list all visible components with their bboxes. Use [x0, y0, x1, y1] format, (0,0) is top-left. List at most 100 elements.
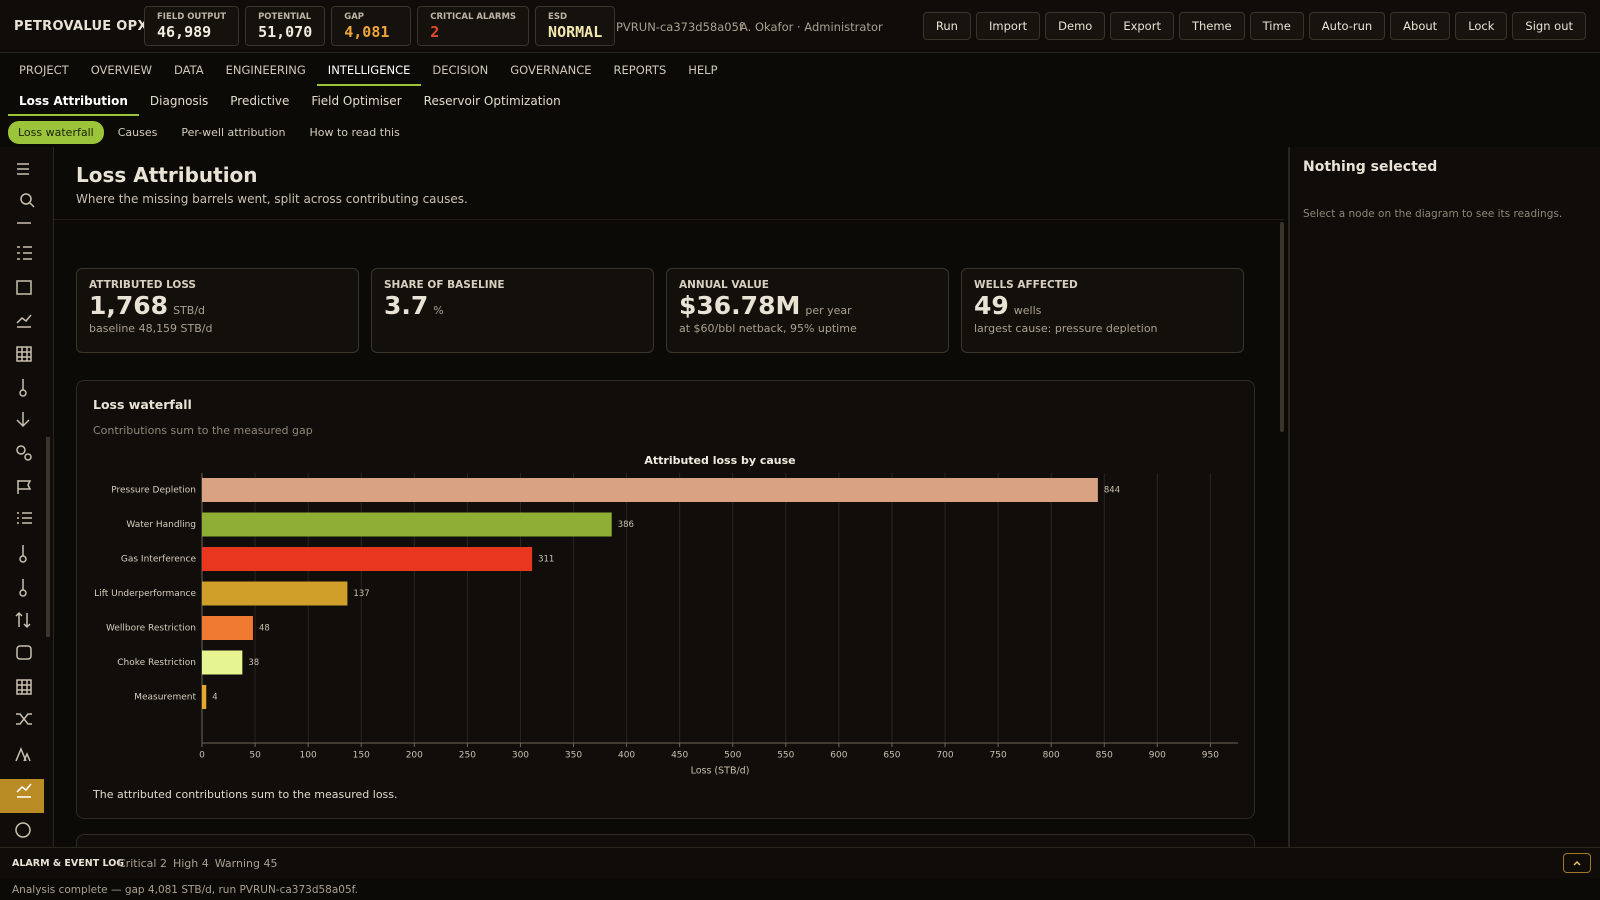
toolbar: Run Import Demo Export Theme Time Auto-run Abou… [922, 12, 1586, 40]
value-label: 386 [618, 520, 634, 530]
x-tick-label: 350 [565, 751, 582, 761]
sub-tab[interactable]: Field Optimiser [311, 94, 402, 108]
toolbar-button[interactable]: Theme [1178, 12, 1245, 40]
bar [202, 650, 243, 675]
card-unit: per year [805, 304, 852, 317]
user: A. Okafor · Administrator [740, 20, 883, 34]
sub-tab[interactable]: Reservoir Optimization [423, 94, 561, 108]
toolbar-button[interactable]: Run [922, 12, 971, 40]
log-count[interactable]: High 4 [172, 857, 209, 870]
kpi-box: GAP 4,081 [331, 6, 412, 46]
y-tick-label: Wellbore Restriction [106, 624, 196, 634]
x-tick-label: 700 [936, 751, 953, 761]
icon[interactable] [16, 280, 32, 295]
x-tick-label: 100 [300, 751, 317, 761]
icon[interactable] [17, 680, 31, 694]
icon[interactable] [17, 347, 31, 361]
run-id: PVRUN-ca373d58a05f [616, 20, 743, 34]
icon[interactable] [16, 713, 32, 725]
nav-tab[interactable]: ENGINEERING [225, 63, 306, 77]
x-tick-label: 450 [671, 751, 688, 761]
icon[interactable] [15, 747, 31, 762]
toolbar-button[interactable]: Sign out [1512, 12, 1586, 40]
view-pill[interactable]: Loss waterfall [8, 121, 104, 144]
toolbar-button[interactable]: Export [1110, 12, 1174, 40]
icon[interactable] [16, 679, 32, 695]
toolbar-button[interactable]: Import [975, 12, 1041, 40]
divider [54, 219, 1284, 220]
log-count[interactable]: Critical 2 [118, 857, 167, 870]
kpi-label: ESD [548, 12, 568, 22]
kpi-box: FIELD OUTPUT 46,989 [144, 6, 240, 46]
active-icon-bg [0, 779, 44, 813]
icon[interactable] [24, 453, 32, 461]
log-count[interactable]: Warning 45 [214, 857, 278, 870]
kpi-strip: FIELD OUTPUT 46,989 POTENTIAL 51,070 GAP 4,08… [144, 6, 616, 46]
kpi-label: POTENTIAL [258, 12, 312, 22]
sidebar-icons [0, 163, 50, 838]
icon[interactable] [19, 589, 27, 597]
icon[interactable] [17, 246, 32, 260]
icon[interactable] [16, 412, 30, 428]
view-pill[interactable]: Causes [117, 126, 158, 139]
summary-cards: ATTRIBUTED LOSS 1,768 STB/d baseline 48,159… [76, 268, 1244, 353]
x-tick-label: 400 [618, 751, 635, 761]
card-value: 49 [974, 291, 1009, 320]
sub-tab[interactable]: Loss Attribution [8, 88, 139, 116]
y-tick-label: Water Handling [126, 520, 196, 530]
toolbar-button[interactable]: Demo [1045, 12, 1106, 40]
expand-log[interactable] [1563, 853, 1591, 873]
toolbar-button[interactable]: Time [1249, 12, 1304, 40]
nav-tab[interactable]: GOVERNANCE [510, 63, 592, 77]
icon[interactable] [16, 783, 32, 798]
icon[interactable] [20, 193, 32, 205]
y-tick-label: Choke Restriction [117, 658, 196, 668]
panel-subtitle: Contributions sum to the measured gap [93, 424, 313, 437]
sub-tab[interactable]: Diagnosis [149, 94, 209, 108]
x-tick-label: 750 [990, 751, 1007, 761]
icon[interactable] [17, 480, 32, 494]
value-label: 137 [353, 589, 369, 599]
x-tick-label: 250 [459, 751, 476, 761]
icon[interactable] [29, 202, 35, 208]
icon[interactable] [16, 445, 26, 455]
kpi-box: POTENTIAL 51,070 [245, 6, 326, 46]
page-title: Loss Attribution [76, 163, 258, 187]
nav-tab[interactable]: OVERVIEW [90, 63, 152, 77]
bar [202, 616, 253, 640]
icon[interactable] [19, 389, 27, 397]
icon[interactable] [16, 314, 32, 328]
toolbar-button[interactable]: Lock [1455, 12, 1508, 40]
summary-card: ATTRIBUTED LOSS 1,768 STB/d baseline 48,159… [76, 268, 359, 353]
nav-tab[interactable]: DATA [173, 63, 204, 77]
toolbar-button[interactable]: About [1390, 12, 1451, 40]
nav-tab[interactable]: DECISION [432, 63, 489, 77]
nav-tab[interactable]: PROJECT [19, 63, 69, 77]
nav-tab[interactable]: REPORTS [613, 63, 667, 77]
icon[interactable] [15, 822, 31, 838]
kpi-value: 51,070 [258, 23, 313, 41]
icon[interactable] [17, 512, 32, 524]
card-value-row: $36.78M per year [679, 291, 936, 320]
inspector-title: Nothing selected [1303, 159, 1438, 175]
nav-tab[interactable]: INTELLIGENCE [316, 53, 422, 86]
icon[interactable] [17, 163, 29, 175]
toolbar-button[interactable]: Auto-run [1308, 12, 1386, 40]
icon[interactable] [16, 645, 32, 660]
icon[interactable] [19, 555, 27, 563]
sub-tab[interactable]: Predictive [230, 94, 290, 108]
view-pill[interactable]: Per-well attribution [181, 126, 286, 139]
kpi-label: GAP [344, 12, 365, 22]
view-pill[interactable]: How to read this [309, 126, 400, 139]
icon[interactable] [15, 611, 31, 629]
chart-title: Attributed loss by cause [644, 454, 795, 467]
value-label: 311 [538, 555, 554, 565]
view-pills: Loss waterfall Causes Per-well attribution… [8, 121, 410, 144]
nav-tab[interactable]: HELP [688, 63, 718, 77]
inspector [1288, 147, 1600, 847]
bar [202, 685, 207, 709]
icon[interactable] [16, 346, 32, 362]
scrollbar[interactable] [1280, 222, 1284, 432]
summary-card: SHARE OF BASELINE 3.7% [371, 268, 654, 353]
